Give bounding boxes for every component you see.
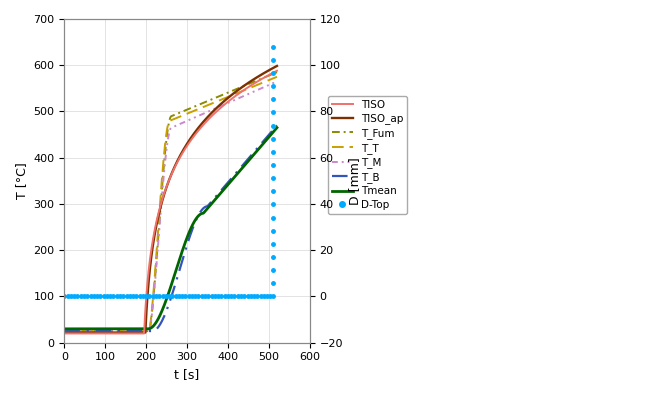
D-Top — [269, 189, 276, 194]
TISO_ap — [61, 330, 68, 335]
T_T — [228, 93, 236, 98]
TISO — [158, 198, 166, 202]
Line: TISO_ap: TISO_ap — [65, 66, 277, 333]
T_M — [158, 192, 166, 196]
Tmean — [267, 133, 275, 137]
Line: D-Top: D-Top — [271, 45, 275, 298]
TISO_ap — [158, 199, 166, 204]
TISO_ap — [71, 330, 79, 335]
T_B — [71, 329, 79, 333]
D-Top — [269, 215, 276, 220]
Line: T_M: T_M — [65, 82, 277, 331]
D-Top — [269, 70, 276, 75]
Line: T_Fum: T_Fum — [65, 72, 277, 331]
T_M — [61, 329, 68, 333]
T_T — [273, 74, 281, 79]
T_T — [61, 329, 68, 333]
TISO_ap — [267, 67, 275, 72]
TISO — [267, 72, 275, 76]
T_T — [267, 77, 275, 82]
D-Top — [269, 136, 276, 141]
D-Top — [269, 202, 276, 207]
TISO — [164, 181, 172, 186]
T_T — [71, 329, 79, 333]
T_T — [267, 77, 275, 82]
T_B — [267, 130, 275, 135]
D-Top — [269, 294, 276, 299]
T_Fum — [61, 329, 68, 333]
Tmean — [61, 326, 68, 331]
TISO — [267, 72, 275, 76]
T_M — [164, 138, 172, 143]
Tmean — [164, 293, 172, 298]
D-Top — [269, 255, 276, 259]
Tmean — [158, 308, 166, 313]
D-Top — [269, 123, 276, 128]
Tmean — [273, 125, 281, 130]
TISO — [273, 69, 281, 73]
T_M — [267, 82, 275, 87]
D-Top — [269, 268, 276, 272]
Tmean — [228, 178, 236, 183]
T_Fum — [267, 72, 275, 77]
D-Top — [269, 97, 276, 102]
TISO_ap — [267, 67, 275, 72]
D-Top — [269, 84, 276, 89]
D-Top — [269, 281, 276, 286]
Tmean — [71, 326, 79, 331]
D-Top — [269, 242, 276, 246]
Y-axis label: T [°C]: T [°C] — [15, 162, 28, 199]
T_B — [273, 123, 281, 128]
X-axis label: t [s]: t [s] — [174, 368, 200, 381]
Line: TISO: TISO — [65, 71, 277, 333]
T_Fum — [228, 89, 236, 93]
T_M — [71, 329, 79, 333]
Y-axis label: D [mm]: D [mm] — [348, 157, 361, 205]
T_B — [158, 318, 166, 323]
D-Top — [269, 163, 276, 168]
T_M — [228, 99, 236, 104]
TISO_ap — [164, 181, 172, 186]
T_Fum — [273, 70, 281, 74]
Line: Tmean: Tmean — [65, 128, 277, 329]
T_M — [267, 82, 275, 86]
D-Top — [269, 176, 276, 181]
D-Top — [269, 110, 276, 115]
T_B — [228, 175, 236, 180]
T_B — [61, 329, 68, 333]
D-Top — [269, 57, 276, 62]
T_Fum — [267, 72, 275, 77]
TISO — [71, 331, 79, 336]
D-Top — [269, 150, 276, 154]
TISO_ap — [273, 64, 281, 69]
Tmean — [267, 133, 275, 137]
D-Top — [269, 228, 276, 233]
T_T — [158, 174, 166, 179]
T_Fum — [158, 184, 166, 188]
Line: T_T: T_T — [65, 77, 277, 331]
Legend: TISO, TISO_ap, T_Fum, T_T, T_M, T_B, Tmean, D-Top: TISO, TISO_ap, T_Fum, T_T, T_M, T_B, Tme… — [328, 96, 408, 214]
T_B — [164, 305, 172, 310]
T_B — [267, 130, 275, 135]
TISO — [61, 331, 68, 336]
T_M — [273, 79, 281, 84]
T_Fum — [164, 127, 172, 132]
Line: T_B: T_B — [65, 126, 277, 331]
D-Top — [269, 44, 276, 49]
TISO — [228, 96, 236, 101]
TISO_ap — [228, 92, 236, 97]
T_Fum — [71, 329, 79, 333]
T_T — [164, 123, 172, 128]
